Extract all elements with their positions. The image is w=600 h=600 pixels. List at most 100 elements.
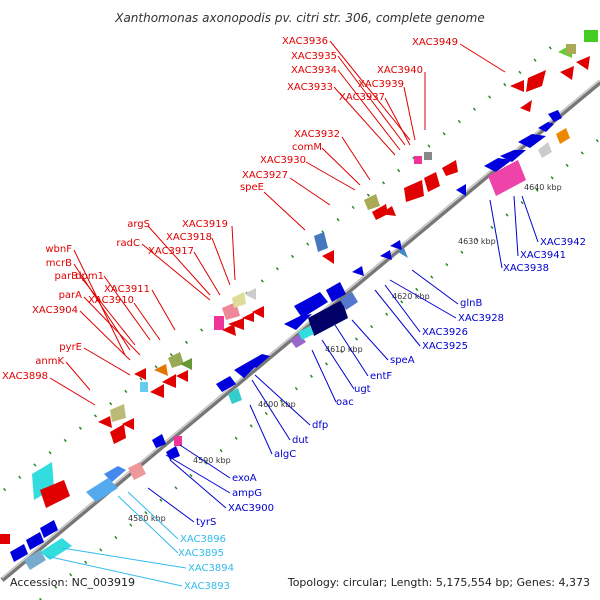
forward-label-group: XAC3936 XAC3935 XAC3934 XAC3933 XAC3940 … — [2, 36, 458, 382]
reverse-leaders — [147, 195, 539, 523]
gene-arrow — [40, 480, 70, 508]
gene-arrow — [10, 544, 28, 562]
gene-box — [340, 292, 358, 310]
tick-label: 4630 kbp — [458, 237, 496, 246]
gene-arrow — [152, 434, 166, 448]
gene-box — [538, 142, 552, 158]
gene-arrow — [576, 56, 590, 70]
gene-label[interactable]: comM — [292, 142, 322, 153]
gene-label[interactable]: XAC3911 — [104, 284, 150, 295]
gene-arrow — [40, 520, 58, 538]
gene-label[interactable]: XAC3900 — [228, 503, 274, 514]
gene-box — [364, 194, 380, 210]
gene-label[interactable]: XAC3939 — [358, 79, 404, 90]
gene-label[interactable]: XAC3930 — [260, 155, 306, 166]
gene-label[interactable]: exoA — [232, 473, 257, 484]
gene-label[interactable]: XAC3942 — [540, 237, 586, 248]
gene-box — [128, 462, 146, 480]
gene-label[interactable]: oac — [336, 397, 354, 408]
gene-label[interactable]: XAC3910 — [88, 295, 134, 306]
gene-arrow — [86, 478, 118, 502]
gene-label[interactable]: XAC3919 — [182, 219, 228, 230]
forward-leaders — [49, 40, 506, 406]
gene-label[interactable]: parB — [55, 271, 79, 282]
gene-label[interactable]: tyrS — [196, 517, 216, 528]
gene-box — [214, 316, 224, 330]
gene-label[interactable]: XAC3933 — [287, 82, 333, 93]
gene-arrow — [110, 424, 126, 444]
tick-label: 4620 kbp — [392, 292, 430, 301]
gene-label[interactable]: radC — [116, 238, 140, 249]
gene-box — [154, 364, 168, 376]
gene-arrow — [456, 184, 466, 196]
gene-box — [398, 248, 408, 258]
gene-arrow — [176, 370, 188, 382]
gene-label[interactable]: XAC3928 — [458, 313, 504, 324]
gene-label[interactable]: speE — [240, 182, 264, 193]
gene-label[interactable]: anmK — [35, 356, 64, 367]
gene-label[interactable]: XAC3932 — [294, 129, 340, 140]
gene-label[interactable]: XAC3893 — [184, 581, 230, 592]
gene-box — [414, 156, 422, 164]
reverse-label-group: XAC3942 XAC3941 XAC3938 glnB XAC3928 XAC… — [196, 237, 586, 528]
map-title: Xanthomonas axonopodis pv. citri str. 30… — [114, 11, 485, 25]
gene-label[interactable]: wbnF — [45, 244, 72, 255]
gene-box — [180, 358, 192, 370]
gene-arrow — [520, 100, 532, 112]
gene-label[interactable]: dfp — [312, 420, 328, 431]
tick-label: 4610 kbp — [325, 345, 363, 354]
gene-arrow — [518, 134, 546, 148]
gene-label[interactable]: XAC3941 — [520, 250, 566, 261]
gene-label[interactable]: XAC3896 — [180, 534, 226, 545]
gene-label[interactable]: XAC3895 — [178, 548, 224, 559]
gene-arrow — [442, 160, 458, 176]
gene-label[interactable]: mcrB — [46, 258, 72, 269]
gene-arrow — [150, 384, 164, 398]
gene-arrow — [228, 318, 244, 330]
gene-label[interactable]: entF — [370, 371, 392, 382]
gene-box — [110, 404, 126, 422]
gene-label[interactable]: XAC3935 — [291, 51, 337, 62]
tick-dots-outer — [3, 38, 561, 492]
gene-label[interactable]: XAC3918 — [166, 232, 212, 243]
gene-label[interactable]: XAC3938 — [503, 263, 549, 274]
gene-label[interactable]: XAC3949 — [412, 37, 458, 48]
gene-label[interactable]: speA — [390, 355, 415, 366]
gene-label[interactable]: XAC3927 — [242, 170, 288, 181]
tick-dots-inner — [39, 138, 599, 600]
gene-label[interactable]: ampG — [232, 488, 262, 499]
gene-label[interactable]: XAC3926 — [422, 327, 468, 338]
gene-label[interactable]: XAC3898 — [2, 371, 48, 382]
gene-label[interactable]: dpm1 — [75, 271, 104, 282]
gene-label[interactable]: XAC3925 — [422, 341, 468, 352]
gene-arrow — [222, 324, 236, 336]
gene-label[interactable]: pyrE — [59, 342, 82, 353]
gene-label[interactable]: ugt — [354, 384, 371, 395]
gene-label[interactable]: glnB — [460, 298, 482, 309]
gene-label[interactable]: parA — [59, 290, 83, 301]
rna-label-group: XAC3896 XAC3895 XAC3894 XAC3893 — [178, 534, 234, 592]
gene-arrow — [248, 354, 270, 368]
gene-label[interactable]: dut — [292, 435, 309, 446]
gene-label[interactable]: XAC3904 — [32, 305, 78, 316]
gene-box — [556, 128, 570, 144]
gene-arrow — [560, 66, 574, 80]
gene-arrow — [380, 250, 392, 260]
gene-arrow — [98, 416, 112, 428]
gene-arrow — [404, 180, 424, 202]
gene-arrow — [548, 110, 562, 122]
gene-arrow — [500, 150, 526, 162]
gene-label[interactable]: algC — [274, 449, 296, 460]
gene-label[interactable]: XAC3894 — [188, 563, 234, 574]
gene-label[interactable]: XAC3934 — [291, 65, 337, 76]
gene-box — [0, 534, 10, 544]
gene-label[interactable]: XAC3937 — [339, 92, 385, 103]
gene-arrow — [390, 240, 402, 250]
gene-label[interactable]: XAC3917 — [148, 246, 194, 257]
gene-arrow — [352, 266, 364, 276]
gene-label[interactable]: XAC3940 — [377, 65, 423, 76]
gene-label[interactable]: argS — [127, 219, 150, 230]
gene-arrow — [326, 282, 346, 302]
gene-label[interactable]: XAC3936 — [282, 36, 328, 47]
gene-box — [40, 538, 72, 560]
